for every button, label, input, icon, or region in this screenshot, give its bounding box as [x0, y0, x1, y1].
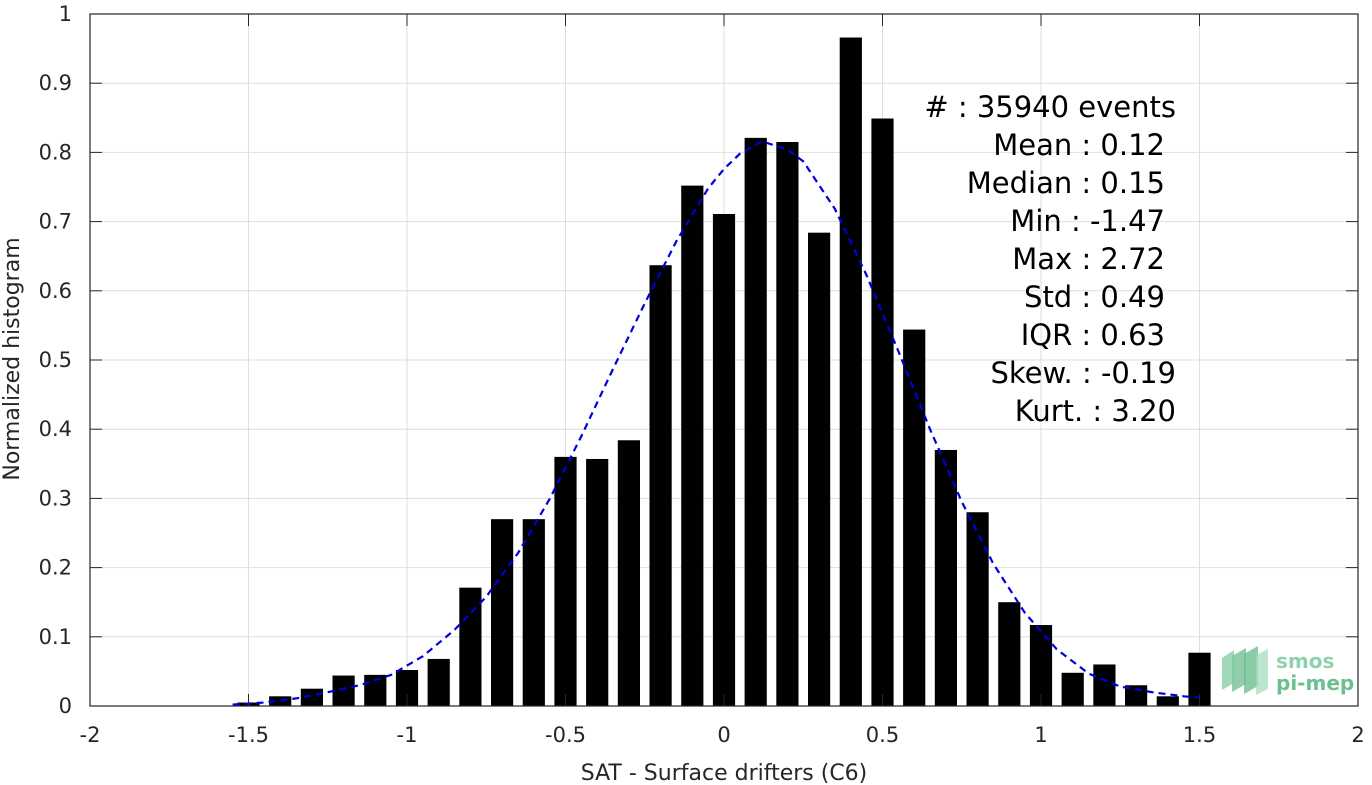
logo-mark-icon: [1222, 646, 1268, 695]
stat-line: Std : 0.49: [1024, 280, 1165, 314]
histogram-bar: [1029, 625, 1053, 706]
histogram-bar: [491, 519, 514, 706]
smos-pimep-logo: smos pi-mep: [1222, 646, 1354, 695]
y-axis-label: Normalized histogram: [0, 237, 25, 480]
gaussian-fit-line: [232, 140, 1200, 706]
histogram-bar: [839, 37, 862, 706]
stat-line: Mean : 0.12: [993, 128, 1165, 162]
histogram-bar: [712, 213, 736, 706]
y-tick-label: 0.2: [39, 556, 72, 580]
histogram-bar: [1156, 696, 1179, 706]
histogram-bar: [554, 456, 577, 706]
axes-frame: [89, 13, 1359, 707]
y-tick-label: 0.3: [39, 486, 72, 510]
stat-line: Min : -1.47: [1010, 204, 1165, 238]
x-tick-label: 1.5: [1183, 723, 1216, 747]
y-tick-label: 0.4: [39, 417, 72, 441]
histogram-bar: [744, 137, 767, 707]
y-tick-labels: 0 0.1 0.2 0.3 0.4 0.5 0.6 0.7 0.8 0.9 1: [39, 2, 72, 718]
fit-curve-group: [232, 140, 1200, 706]
x-tick-labels: -2 -1.5 -1 -0.5 0 0.5 1 1.5 2: [80, 723, 1365, 747]
y-tick-label: 0: [59, 694, 72, 718]
x-tick-label: 2: [1351, 723, 1364, 747]
histogram-bar: [332, 675, 355, 706]
histogram-bar: [522, 519, 545, 706]
logo-text-smos: smos: [1276, 649, 1334, 673]
stat-line: IQR : 0.63: [1021, 318, 1165, 352]
histogram-bars: [237, 37, 1211, 707]
y-tick-label: 0.6: [39, 279, 72, 303]
histogram-bar: [300, 688, 323, 706]
histogram-bar: [903, 329, 926, 706]
y-tick-label: 1: [59, 2, 72, 26]
stat-line: # : 35940 events: [924, 90, 1176, 124]
stat-line: Kurt. : 3.20: [1015, 394, 1176, 428]
histogram-bar: [1093, 664, 1116, 706]
histogram-bar: [776, 142, 799, 706]
histogram-bar: [681, 185, 704, 707]
stat-line: Max : 2.72: [1012, 242, 1165, 276]
x-axis-label: SAT - Surface drifters (C6): [581, 761, 868, 785]
histogram-bar: [649, 265, 672, 706]
histogram-bar: [1188, 652, 1211, 706]
stat-line: Skew. : -0.19: [990, 356, 1176, 390]
histogram-bar: [1061, 672, 1084, 706]
histogram-bar: [269, 696, 292, 706]
histogram-bar: [364, 674, 387, 706]
histogram-bar: [617, 440, 640, 706]
logo-text-pimep: pi-mep: [1276, 671, 1354, 695]
x-tick-label: 0: [717, 723, 730, 747]
x-tick-label: -1.5: [228, 723, 269, 747]
y-tick-label: 0.7: [39, 210, 72, 234]
histogram-bar: [871, 118, 894, 706]
x-tick-label: 1: [1034, 723, 1047, 747]
y-tick-label: 0.1: [39, 625, 72, 649]
histogram-bar: [966, 512, 989, 706]
stats-box: # : 35940 events Mean : 0.12 Median : 0.15…: [924, 90, 1176, 428]
histogram-bar: [459, 587, 482, 706]
x-tick-label: 0.5: [866, 723, 899, 747]
histogram-bar: [808, 232, 831, 706]
x-tick-label: -0.5: [545, 723, 586, 747]
stat-line: Median : 0.15: [967, 166, 1165, 200]
y-tick-label: 0.9: [39, 71, 72, 95]
histogram-bar: [998, 602, 1021, 706]
histogram-bar: [395, 670, 419, 706]
y-tick-label: 0.5: [39, 348, 72, 372]
histogram-bar: [427, 658, 450, 706]
y-tick-label: 0.8: [39, 140, 72, 164]
histogram-bar: [934, 449, 957, 706]
histogram-bar: [586, 458, 609, 706]
x-tick-label: -1: [397, 723, 418, 747]
x-tick-label: -2: [80, 723, 101, 747]
